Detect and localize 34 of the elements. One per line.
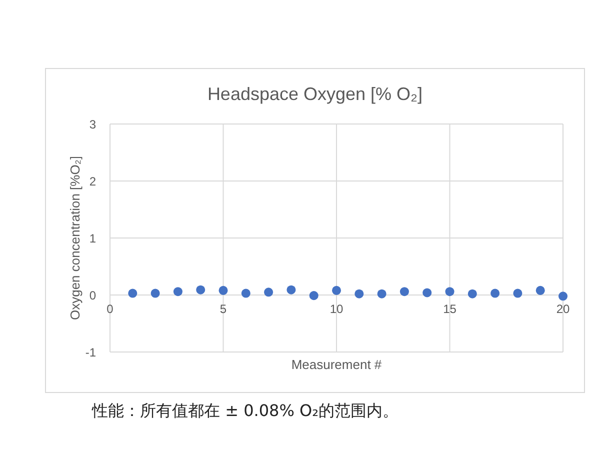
- point: [468, 289, 477, 298]
- point: [218, 286, 228, 295]
- point: [445, 287, 454, 296]
- point: [286, 285, 296, 294]
- point: [332, 286, 342, 295]
- x-tick-label: 0: [106, 302, 114, 316]
- point: [264, 288, 274, 297]
- point: [422, 288, 432, 298]
- point: [400, 287, 409, 296]
- y-tick-label: 1: [89, 231, 96, 246]
- y-tick-label: 2: [89, 174, 96, 188]
- point: [536, 286, 545, 295]
- y-axis-title: Oxygen concentration [%O₂]: [68, 156, 82, 320]
- point: [241, 288, 250, 298]
- text: 性能：所有值都在 ± 0.08% O₂的范围内。: [92, 401, 398, 422]
- x-tick-label: 20: [556, 302, 570, 316]
- x-tick-label: 15: [443, 302, 457, 316]
- point: [173, 287, 182, 296]
- y-tick-label: 0: [89, 288, 96, 302]
- y-tick-label: 3: [89, 117, 96, 132]
- point: [377, 289, 386, 298]
- y-tick-label: -1: [85, 345, 96, 360]
- x-tick-label: 10: [330, 302, 344, 316]
- point: [128, 288, 138, 298]
- point: [490, 288, 500, 298]
- chart-title: Headspace Oxygen [% O₂]: [206, 84, 424, 105]
- point: [354, 289, 364, 298]
- point: [558, 292, 568, 301]
- point: [196, 285, 206, 294]
- point: [309, 291, 318, 300]
- point: [513, 288, 522, 298]
- point: [150, 288, 160, 298]
- x-tick-label: 5: [220, 302, 227, 316]
- x-axis-title: Measurement #: [290, 357, 383, 372]
